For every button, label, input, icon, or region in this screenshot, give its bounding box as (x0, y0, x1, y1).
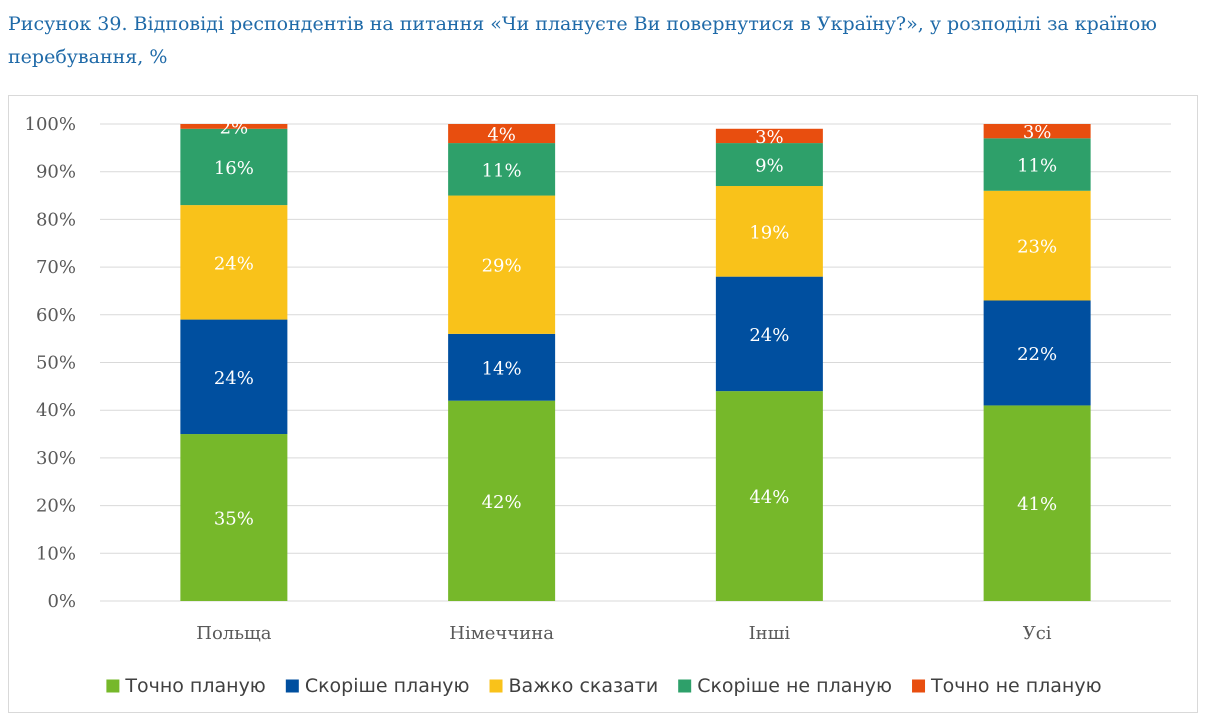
data-label: 42% (482, 492, 522, 513)
bar-segment (715, 391, 823, 601)
data-label: 9% (755, 156, 784, 177)
y-tick-label: 40% (36, 400, 76, 421)
data-label: 16% (214, 158, 254, 179)
data-label: 24% (214, 368, 254, 389)
bar-segment (715, 276, 823, 392)
legend-label: Важко сказати (509, 675, 659, 697)
y-tick-label: 60% (36, 305, 76, 326)
bar-segment (448, 195, 556, 334)
legend-label: Точно планую (124, 675, 265, 697)
x-category-label: Інші (749, 623, 791, 644)
x-category-label: Німеччина (449, 623, 554, 644)
bar-segment (715, 186, 823, 277)
bar-segment (180, 434, 288, 601)
legend-label: Скоріше планую (305, 675, 470, 697)
data-label: 4% (487, 125, 516, 146)
bar-segment (983, 405, 1091, 601)
bar-segment (180, 205, 288, 320)
y-tick-label: 0% (47, 591, 76, 612)
y-tick-label: 20% (36, 496, 76, 517)
data-label: 44% (749, 487, 789, 508)
bar-segment (448, 400, 556, 601)
data-label: 22% (1017, 344, 1057, 365)
bar-segment (715, 128, 823, 144)
x-category-label: Усі (1023, 623, 1052, 644)
data-label: 35% (214, 509, 254, 530)
data-label: 3% (755, 127, 784, 148)
legend-label: Точно не планую (930, 675, 1102, 697)
legend-swatch (678, 679, 692, 693)
bar-segment (448, 124, 556, 144)
legend-label: Скоріше не планую (697, 675, 892, 697)
data-label: 3% (1023, 122, 1052, 143)
data-label: 19% (749, 222, 789, 243)
data-label: 11% (482, 160, 522, 181)
bar-segment (180, 128, 288, 206)
y-tick-label: 50% (36, 353, 76, 374)
data-label: 24% (749, 325, 789, 346)
data-label: 29% (482, 256, 522, 277)
bar-segment (983, 124, 1091, 139)
data-label: 23% (1017, 237, 1057, 258)
bar-segment (180, 319, 288, 435)
bar-segment (715, 143, 823, 187)
legend-swatch (285, 679, 299, 693)
data-label: 41% (1017, 494, 1057, 515)
chart-frame: 0% 10% 20% 30% 40% 50% 60% 70% 80% 90% 100% 35% 24% 2… (8, 95, 1198, 713)
y-tick-label: 30% (36, 448, 76, 469)
legend-swatch (106, 679, 120, 693)
data-label: 11% (1017, 156, 1057, 177)
legend-swatch (912, 679, 926, 693)
bar-segment (983, 300, 1091, 406)
bar-segment (448, 333, 556, 401)
legend-swatch (489, 679, 503, 693)
bar-segment (983, 138, 1091, 191)
data-label: 2% (220, 117, 249, 138)
y-tick-label: 80% (36, 209, 76, 230)
y-tick-label: 90% (36, 162, 76, 183)
bar-segment (983, 190, 1091, 301)
figure-caption: Рисунок 39. Відповіді респондентів на пи… (8, 13, 1157, 68)
data-label: 24% (214, 253, 254, 274)
y-tick-label: 70% (36, 257, 76, 278)
bar-segment (180, 124, 288, 129)
data-label: 14% (482, 358, 522, 379)
stacked-bar-chart: 0% 10% 20% 30% 40% 50% 60% 70% 80% 90% 100% 35% 24% 2… (25, 114, 1171, 697)
x-category-label: Польща (196, 623, 272, 644)
y-tick-label: 100% (25, 114, 76, 135)
y-tick-label: 10% (36, 543, 76, 564)
bar-segment (448, 143, 556, 196)
